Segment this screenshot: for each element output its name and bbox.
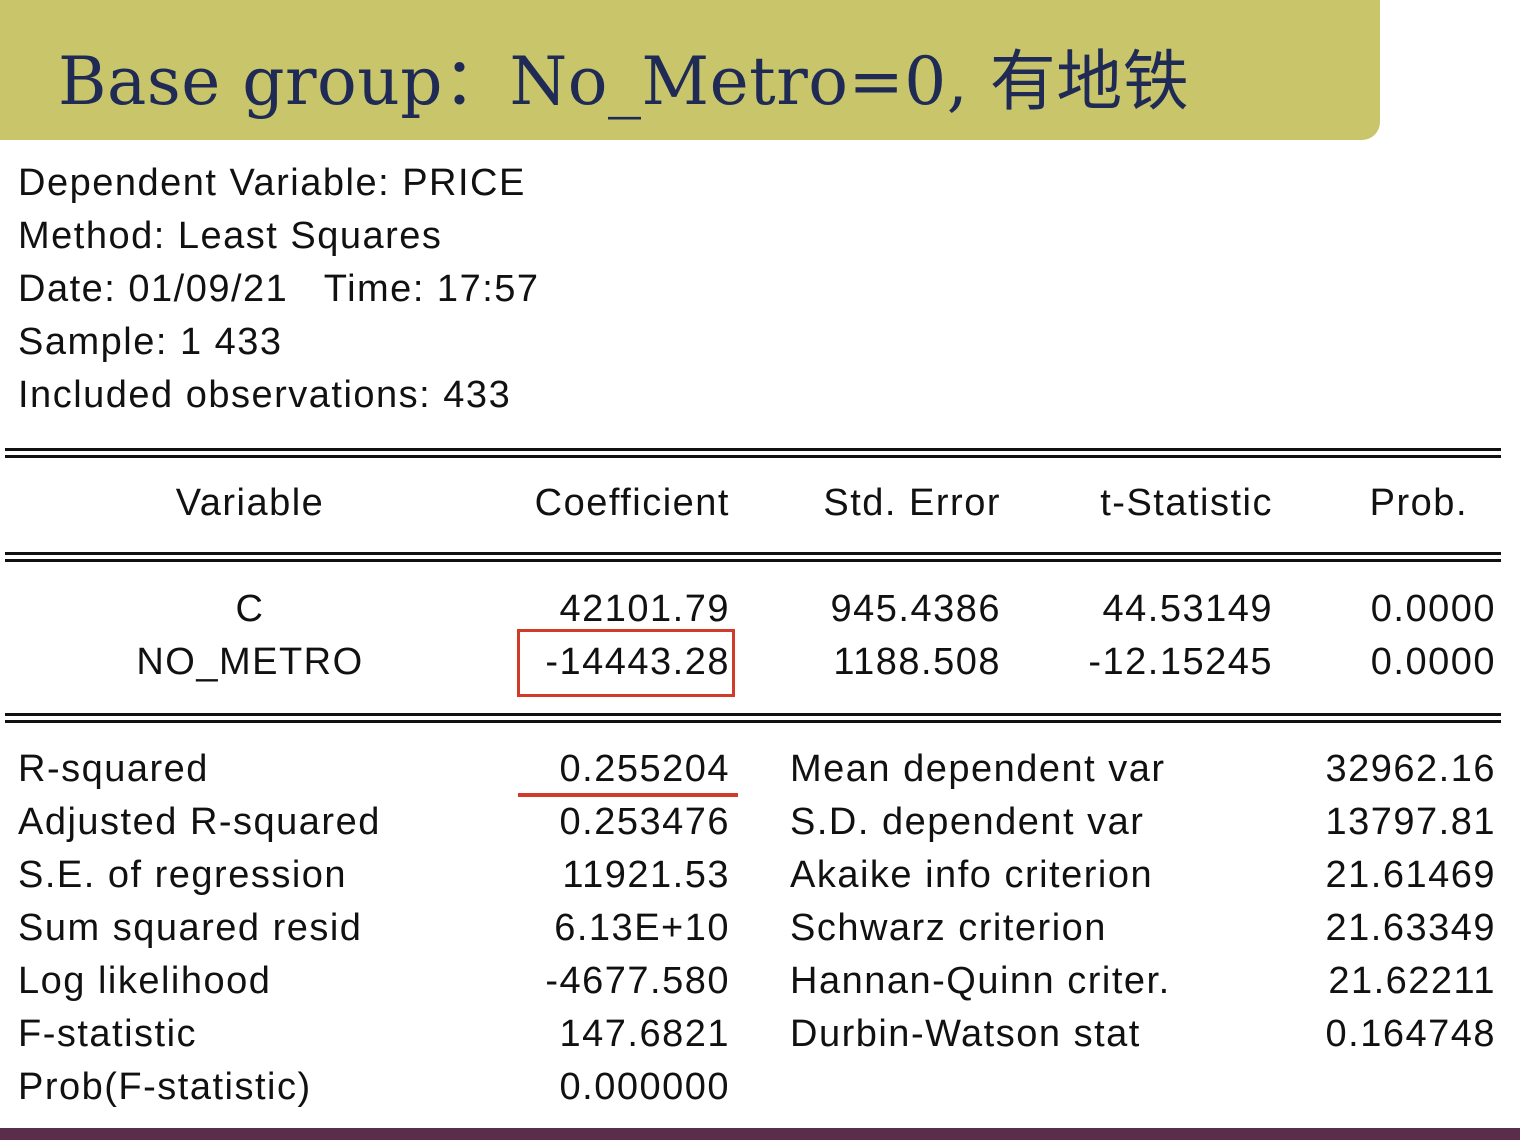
row-prob: 0.0000 <box>1370 588 1496 630</box>
stat-value: 32962.16 <box>1325 748 1496 790</box>
date-time-line: Date: 01/09/21 Time: 17:57 <box>18 268 540 310</box>
stat-label: S.D. dependent var <box>790 801 1145 843</box>
row-t-statistic: -12.15245 <box>1088 641 1273 683</box>
header-std-error: Std. Error <box>823 482 1001 524</box>
sample-line: Sample: 1 433 <box>18 321 283 363</box>
table-top-rule <box>5 448 1501 451</box>
stat-value: 0.000000 <box>559 1066 730 1108</box>
header-t-statistic: t-Statistic <box>1100 482 1273 524</box>
stat-value: 21.61469 <box>1325 854 1496 896</box>
stat-label: Prob(F-statistic) <box>18 1066 312 1108</box>
header-rule <box>5 552 1501 555</box>
stats-rule-2 <box>5 720 1501 723</box>
row-std-error: 945.4386 <box>830 588 1001 630</box>
header-prob: Prob. <box>1369 482 1468 524</box>
row-coefficient: 42101.79 <box>559 588 730 630</box>
row-prob: 0.0000 <box>1370 641 1496 683</box>
table-top-rule-2 <box>5 455 1501 458</box>
stat-label: Sum squared resid <box>18 907 363 949</box>
bottom-bar <box>0 1128 1520 1140</box>
stats-rule <box>5 713 1501 716</box>
stat-value: 0.164748 <box>1325 1013 1496 1055</box>
stat-label: Log likelihood <box>18 960 272 1002</box>
stat-value: 6.13E+10 <box>554 907 730 949</box>
stat-label: Hannan-Quinn criter. <box>790 960 1171 1002</box>
stat-label: Schwarz criterion <box>790 907 1107 949</box>
coefficient-highlight-box <box>517 629 735 697</box>
stat-label: Akaike info criterion <box>790 854 1154 896</box>
stat-label: F-statistic <box>18 1013 198 1055</box>
stat-value: 147.6821 <box>559 1013 730 1055</box>
stat-value: -4677.580 <box>545 960 730 1002</box>
stat-value: 0.255204 <box>559 748 730 790</box>
row-coefficient: -14443.28 <box>545 641 730 683</box>
stat-value: 21.63349 <box>1325 907 1496 949</box>
stat-label: R-squared <box>18 748 209 790</box>
r-squared-underline <box>518 793 738 797</box>
stat-label: Adjusted R-squared <box>18 801 381 843</box>
stat-value: 13797.81 <box>1325 801 1496 843</box>
stat-label: S.E. of regression <box>18 854 348 896</box>
method-line: Method: Least Squares <box>18 215 443 257</box>
stat-value: 11921.53 <box>562 854 730 896</box>
row-variable: C <box>235 588 265 630</box>
dependent-variable-line: Dependent Variable: PRICE <box>18 162 526 204</box>
stat-label: Mean dependent var <box>790 748 1166 790</box>
header-coefficient: Coefficient <box>534 482 730 524</box>
stat-label: Durbin-Watson stat <box>790 1013 1141 1055</box>
row-variable: NO_METRO <box>136 641 364 683</box>
slide-title: Base group：No_Metro=0, 有地铁 <box>58 43 1190 120</box>
title-bar: Base group：No_Metro=0, 有地铁 <box>0 0 1380 140</box>
stat-value: 0.253476 <box>559 801 730 843</box>
stat-value: 21.62211 <box>1328 960 1496 1002</box>
header-variable: Variable <box>175 482 325 524</box>
row-std-error: 1188.508 <box>833 641 1001 683</box>
row-t-statistic: 44.53149 <box>1102 588 1273 630</box>
observations-line: Included observations: 433 <box>18 374 512 416</box>
header-rule-2 <box>5 559 1501 562</box>
